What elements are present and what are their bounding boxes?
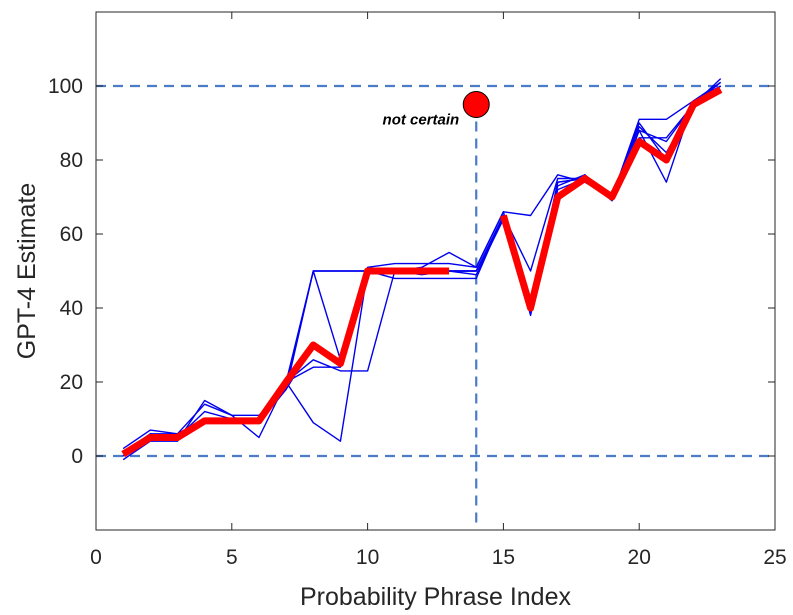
y-tick-label: 80 [60,149,83,172]
x-tick-label: 10 [356,546,379,569]
y-tick-label: 60 [60,223,83,246]
x-tick-label: 20 [628,546,651,569]
highlight-group: not certain [383,91,490,129]
reference-lines [96,84,775,530]
mean-series-group [121,86,723,458]
y-tick-label: 40 [60,297,83,320]
axes-box [95,11,776,531]
y-tick-label: 0 [71,445,83,468]
y-tick-label: 100 [48,75,83,98]
x-axis-title: Probability Phrase Index [300,583,571,611]
y-tick-label: 20 [60,371,83,394]
highlight-point [462,91,490,118]
annotation-label: not certain [383,112,460,129]
x-tick-label: 5 [226,546,238,569]
mean-line-segment-1 [121,267,450,458]
x-tick-label: 25 [763,546,786,569]
x-tick-label: 15 [492,546,515,569]
mean-line-segment-2 [500,86,723,312]
y-axis-title: GPT-4 Estimate [13,183,41,359]
x-tick-label: 0 [90,546,102,569]
axes: 0 5 10 15 20 25 0 20 40 60 80 100 [48,11,787,569]
